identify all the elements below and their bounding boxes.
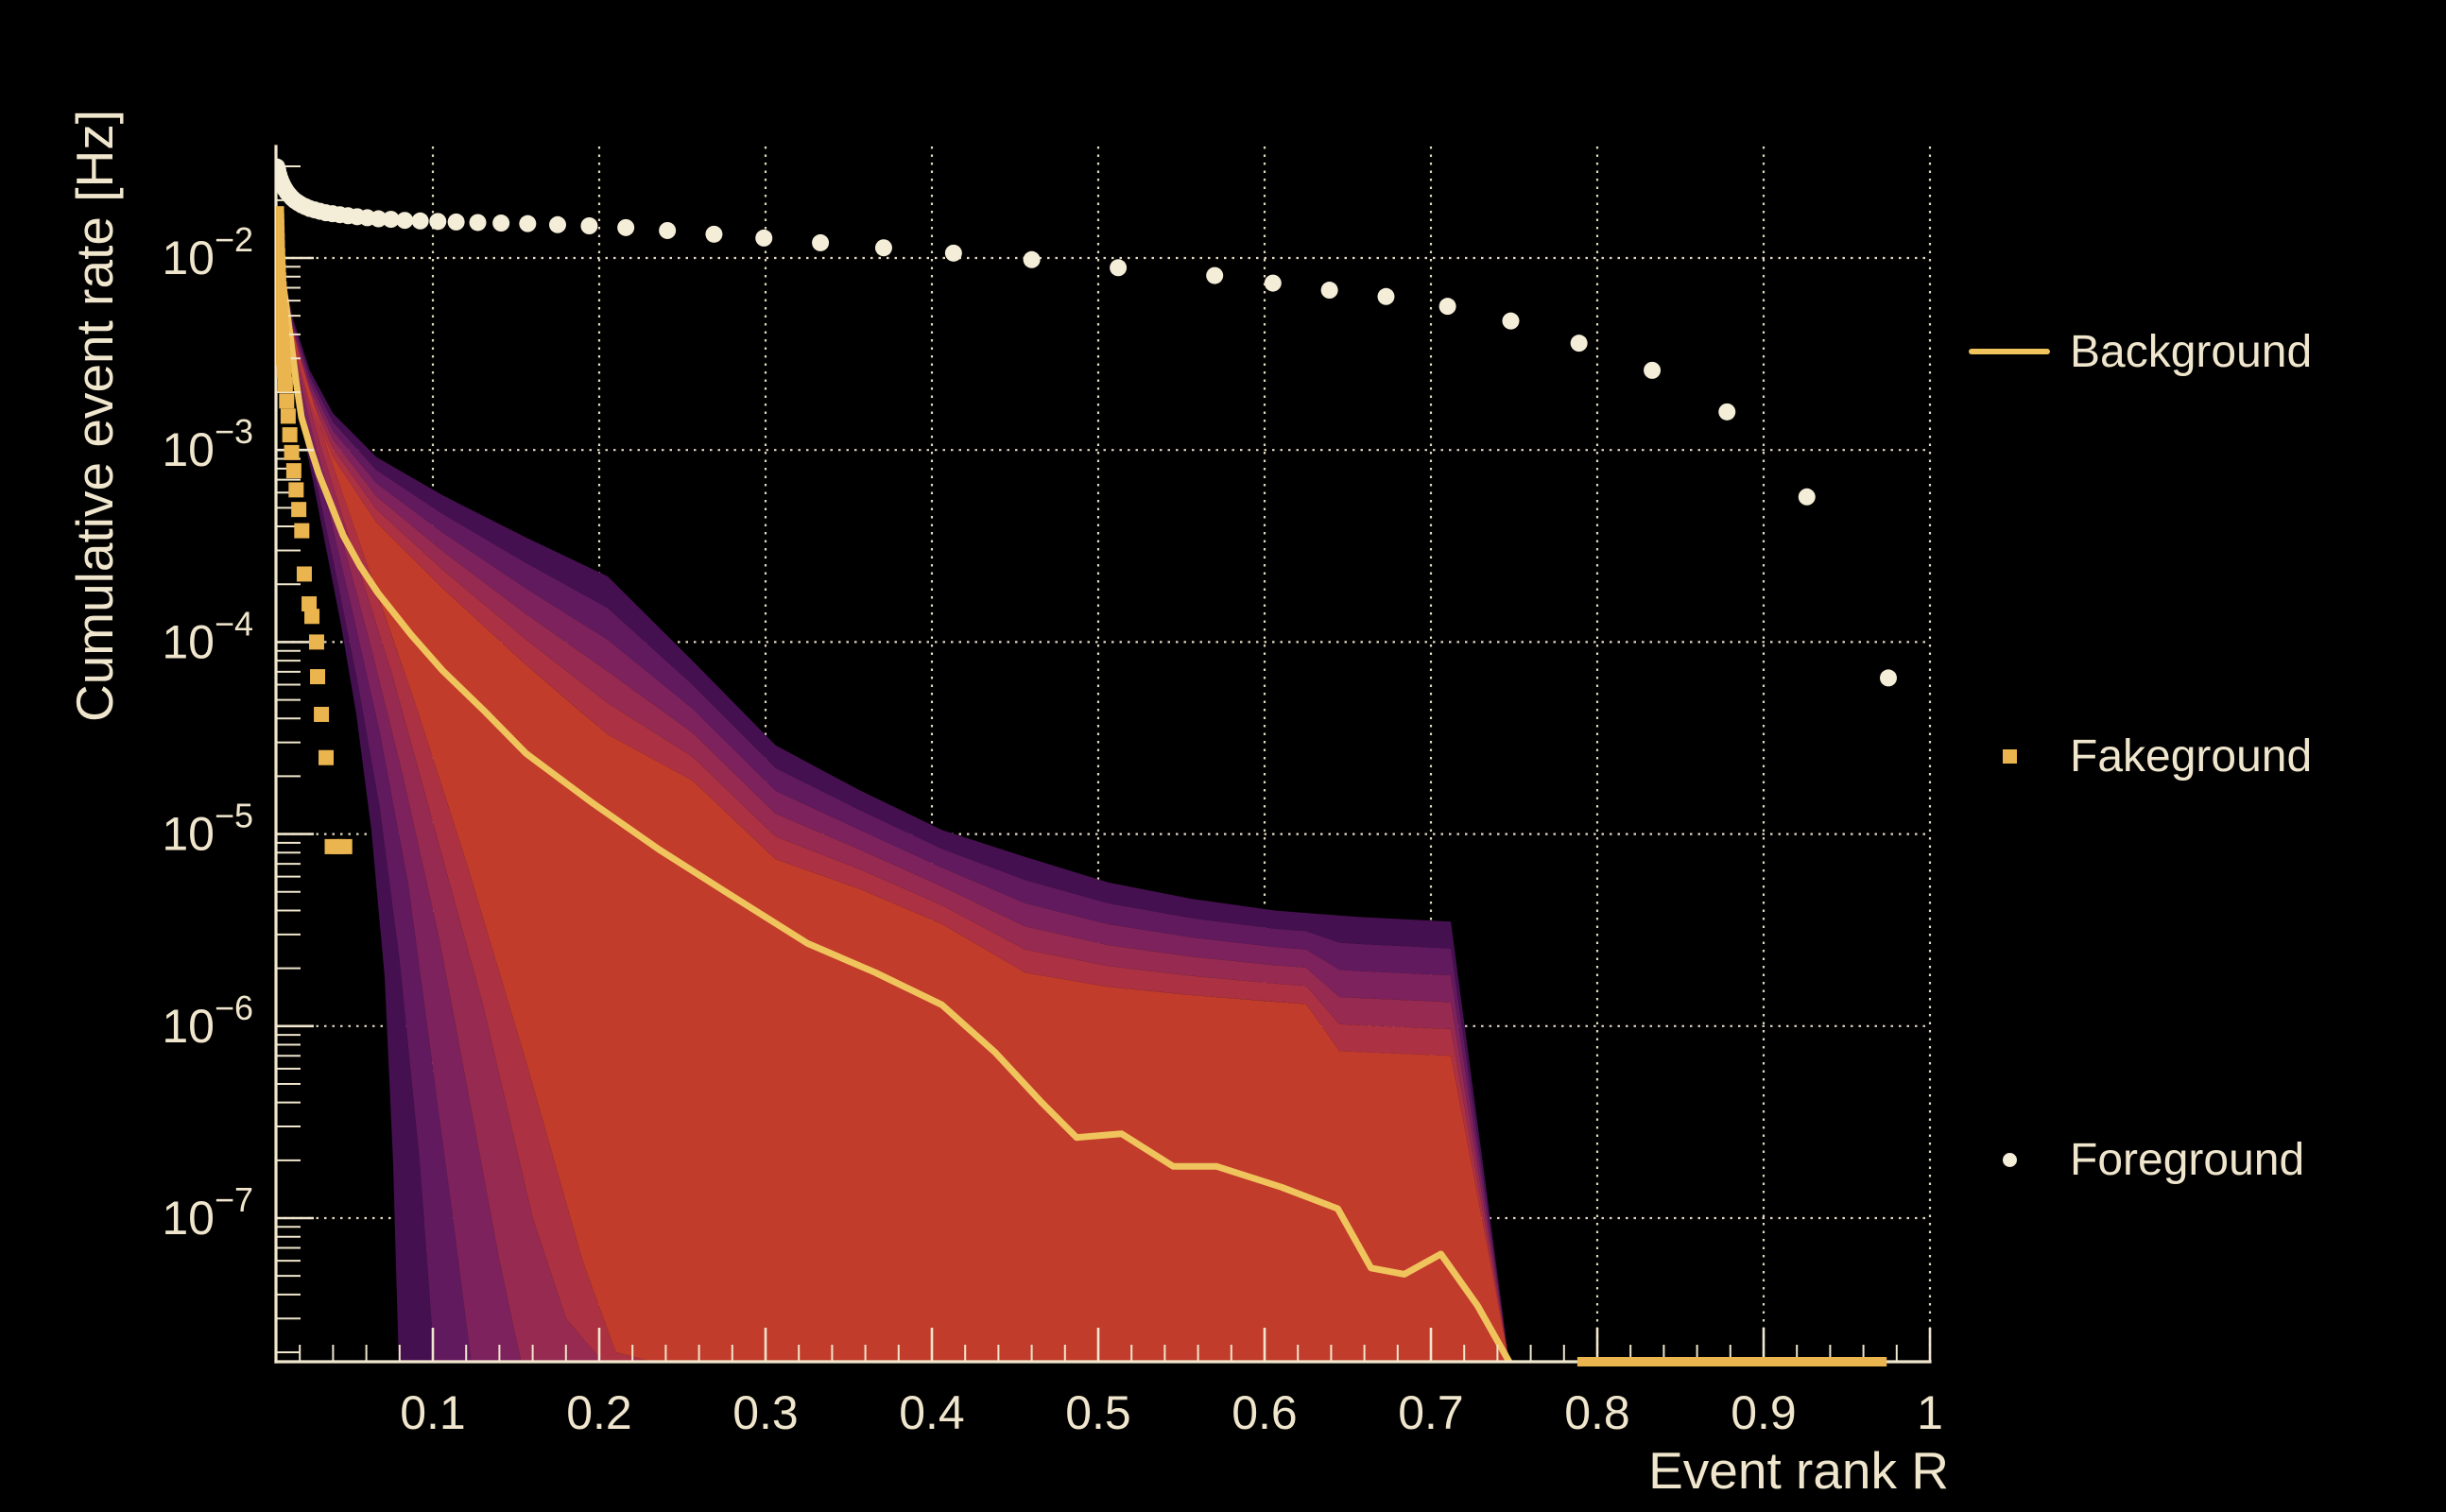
fakeground-square-icon <box>1964 748 2055 764</box>
svg-text:0.1: 0.1 <box>400 1386 466 1439</box>
svg-text:10−6: 10−6 <box>162 988 253 1053</box>
svg-text:0.2: 0.2 <box>566 1386 632 1439</box>
svg-text:0.5: 0.5 <box>1065 1386 1131 1439</box>
legend-label-foreground: Foreground <box>2070 1134 2305 1185</box>
svg-text:10−4: 10−4 <box>162 604 253 668</box>
svg-text:1: 1 <box>1917 1386 1943 1439</box>
svg-text:0.7: 0.7 <box>1398 1386 1464 1439</box>
legend-item-foreground: Foreground <box>1964 1117 2304 1202</box>
svg-text:10−3: 10−3 <box>162 412 253 476</box>
tick-labels: 0.1 0.2 0.3 0.4 0.5 0.6 0.7 0.8 0.9 1 10−2 10−3 10−4… <box>162 220 1943 1439</box>
svg-text:10−2: 10−2 <box>162 220 253 284</box>
foreground-points <box>276 158 1897 687</box>
y-axis-title: Cumulative event rate [Hz] <box>65 109 124 723</box>
svg-text:0.9: 0.9 <box>1731 1386 1797 1439</box>
legend-item-background: Background <box>1964 309 2312 394</box>
legend-label-background: Background <box>2070 326 2313 377</box>
svg-text:0.6: 0.6 <box>1232 1386 1298 1439</box>
background-median-line <box>279 275 1513 1362</box>
x-axis-title: Event rank R <box>1648 1441 1949 1500</box>
uncertainty-band <box>282 267 1509 1362</box>
svg-text:0.3: 0.3 <box>732 1386 799 1439</box>
svg-text:10−7: 10−7 <box>162 1180 253 1245</box>
svg-text:10−5: 10−5 <box>162 797 253 861</box>
legend-label-fakeground: Fakeground <box>2070 730 2313 782</box>
fakeground-points <box>276 206 353 854</box>
svg-text:0.8: 0.8 <box>1564 1386 1630 1439</box>
fakeground-bottom-run <box>1576 1357 1887 1366</box>
legend-item-fakeground: Fakeground <box>1964 713 2312 799</box>
foreground-dot-icon <box>1964 1152 2055 1167</box>
background-line-icon <box>1964 349 2055 354</box>
svg-text:0.4: 0.4 <box>899 1386 965 1439</box>
